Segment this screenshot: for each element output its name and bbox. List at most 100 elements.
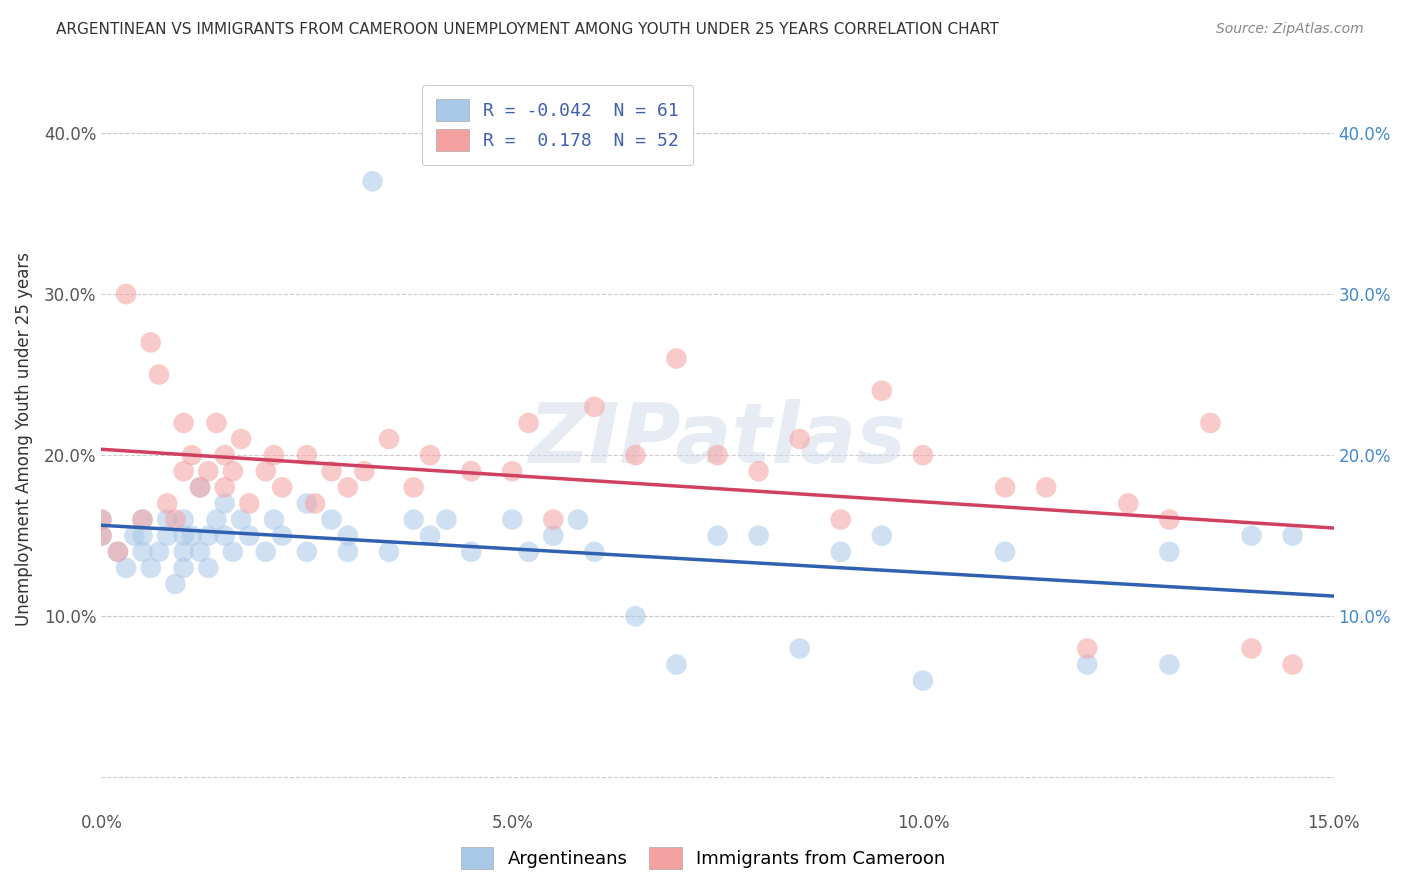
Point (361, 174, 384, 188)
Point (460, 545, 482, 559)
Point (583, 545, 606, 559)
Point (624, 448, 647, 462)
Point (789, 432, 811, 446)
Point (1116, 496, 1139, 510)
Point (229, 432, 252, 446)
Point (271, 480, 294, 494)
Point (115, 287, 138, 301)
Point (543, 529, 565, 543)
Point (115, 561, 138, 575)
Point (188, 480, 211, 494)
Point (830, 545, 852, 559)
Point (205, 512, 228, 526)
Point (263, 512, 285, 526)
Legend: Argentineans, Immigrants from Cameroon: Argentineans, Immigrants from Cameroon (451, 838, 955, 879)
Point (131, 512, 153, 526)
Point (148, 545, 170, 559)
Point (1240, 529, 1263, 543)
Point (156, 512, 179, 526)
Point (180, 448, 202, 462)
Legend: R = -0.042  N = 61, R =  0.178  N = 52: R = -0.042 N = 61, R = 0.178 N = 52 (422, 85, 693, 165)
Point (870, 529, 893, 543)
Point (156, 529, 179, 543)
Point (165, 577, 187, 591)
Point (419, 448, 441, 462)
Point (517, 416, 540, 430)
Point (870, 384, 893, 398)
Point (254, 545, 277, 559)
Point (1159, 657, 1181, 672)
Point (148, 368, 170, 382)
Point (436, 512, 458, 526)
Point (107, 545, 129, 559)
Point (378, 432, 401, 446)
Point (173, 561, 195, 575)
Point (1159, 512, 1181, 526)
Point (748, 529, 770, 543)
Point (1281, 657, 1303, 672)
Point (238, 496, 260, 510)
Point (139, 335, 162, 350)
Point (229, 512, 252, 526)
Point (295, 448, 318, 462)
Point (173, 529, 195, 543)
Point (665, 351, 688, 366)
Point (994, 545, 1017, 559)
Point (214, 448, 236, 462)
Point (321, 512, 343, 526)
Point (543, 512, 565, 526)
Point (624, 609, 647, 624)
Point (197, 464, 219, 478)
Text: ARGENTINEAN VS IMMIGRANTS FROM CAMEROON UNEMPLOYMENT AMONG YOUTH UNDER 25 YEARS : ARGENTINEAN VS IMMIGRANTS FROM CAMEROON … (56, 22, 1000, 37)
Point (107, 545, 129, 559)
Point (90, 529, 112, 543)
Point (238, 529, 260, 543)
Point (214, 529, 236, 543)
Point (188, 480, 211, 494)
Text: Source: ZipAtlas.com: Source: ZipAtlas.com (1216, 22, 1364, 37)
Point (665, 657, 688, 672)
Point (214, 480, 236, 494)
Point (460, 464, 482, 478)
Point (90, 512, 112, 526)
Point (173, 512, 195, 526)
Point (90, 512, 112, 526)
Point (830, 512, 852, 526)
Point (583, 400, 606, 414)
Point (254, 464, 277, 478)
Point (165, 512, 187, 526)
Point (706, 529, 728, 543)
Point (402, 512, 425, 526)
Point (222, 464, 245, 478)
Point (378, 545, 401, 559)
Point (295, 545, 318, 559)
Text: ZIPatlas: ZIPatlas (529, 399, 907, 480)
Point (419, 529, 441, 543)
Point (321, 464, 343, 478)
Point (353, 464, 375, 478)
Point (1035, 480, 1057, 494)
Point (131, 529, 153, 543)
Point (205, 416, 228, 430)
Point (124, 529, 146, 543)
Point (501, 512, 523, 526)
Point (188, 545, 211, 559)
Point (567, 512, 589, 526)
Point (197, 529, 219, 543)
Point (156, 496, 179, 510)
Point (180, 529, 202, 543)
Point (517, 545, 540, 559)
Point (271, 529, 294, 543)
Point (222, 545, 245, 559)
Point (1076, 657, 1098, 672)
Point (295, 496, 318, 510)
Point (173, 545, 195, 559)
Point (173, 416, 195, 430)
Point (1159, 545, 1181, 559)
Point (748, 464, 770, 478)
Point (1199, 416, 1222, 430)
Point (263, 448, 285, 462)
Point (90, 529, 112, 543)
Point (911, 673, 934, 688)
Point (214, 496, 236, 510)
